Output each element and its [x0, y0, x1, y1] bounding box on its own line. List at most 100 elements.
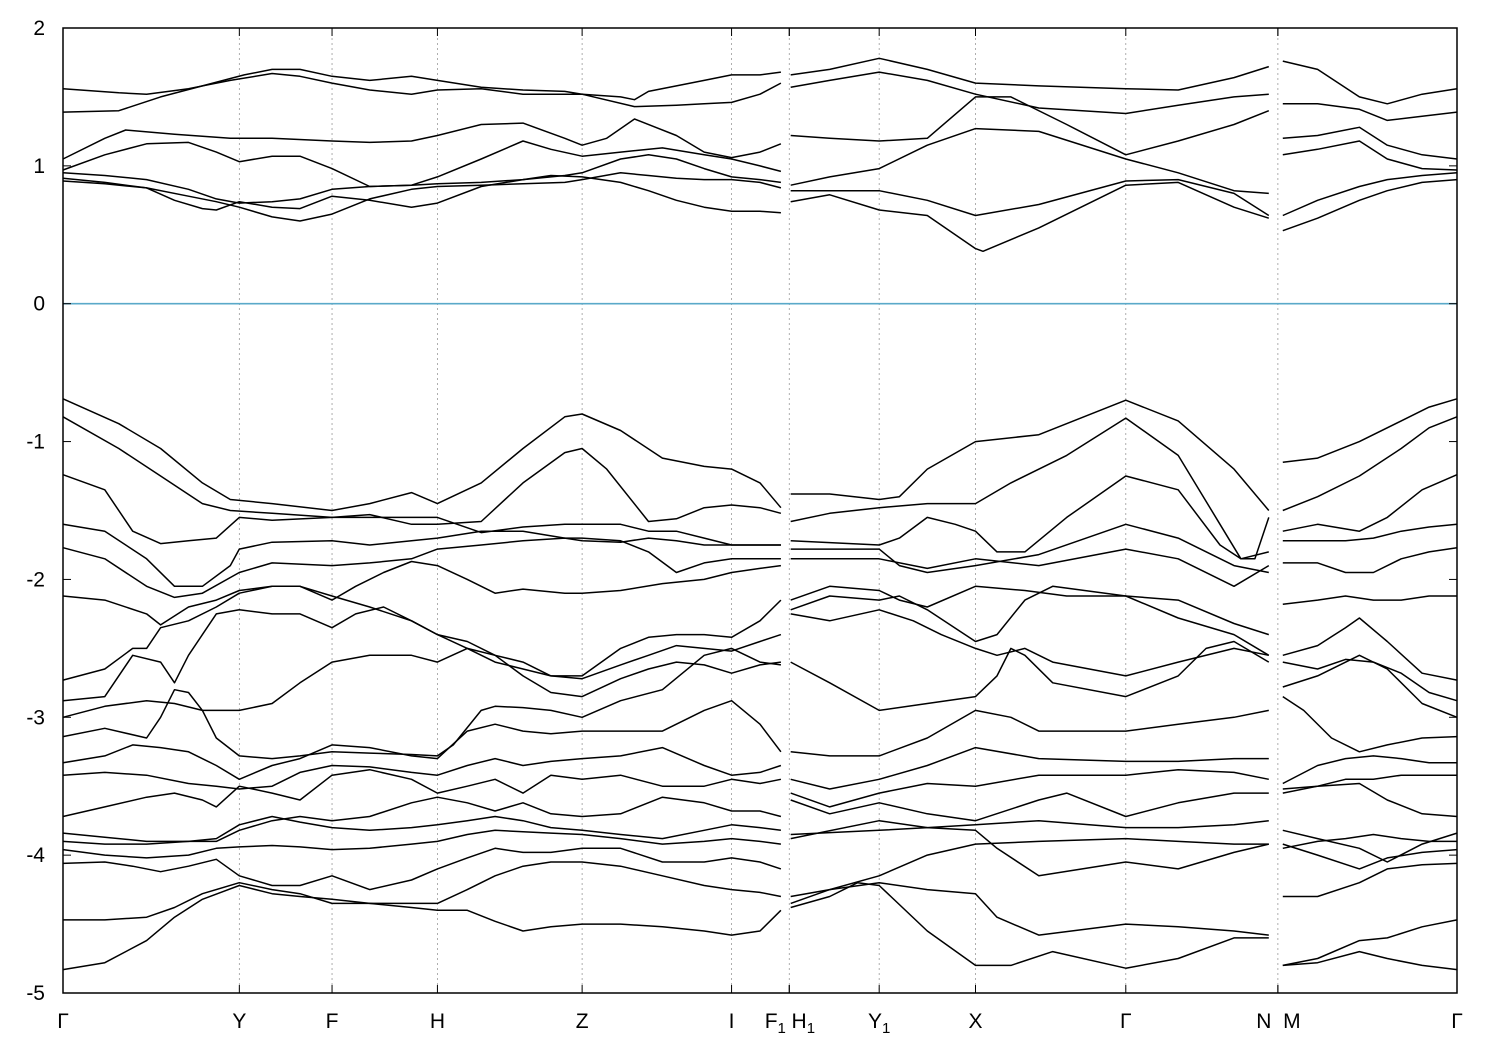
band-23 [62, 537, 781, 599]
band-66 [1282, 755, 1457, 785]
ytick-label--4: -4 [26, 844, 45, 867]
band-48 [790, 746, 1269, 790]
band-63 [1282, 658, 1458, 702]
band-52 [790, 819, 1269, 877]
xtick-label-4: Z [576, 1010, 589, 1033]
band-36 [63, 861, 782, 921]
band-46 [790, 640, 1270, 712]
band-0 [62, 71, 781, 101]
band-42 [790, 548, 1270, 588]
xtick-label-3: H [430, 1010, 445, 1033]
band-47 [790, 709, 1269, 757]
ytick-label-0: 0 [33, 293, 45, 316]
band-32 [62, 796, 782, 843]
band-70 [1282, 833, 1457, 850]
band-69 [1282, 829, 1458, 863]
xtick-label-5: I [729, 1010, 735, 1033]
band-73 [1282, 919, 1458, 967]
band-27 [62, 647, 781, 719]
xtick-label-1: Y [232, 1010, 246, 1033]
band-30 [62, 746, 782, 790]
kpoint-grid-lines [238, 28, 1279, 993]
band-21 [62, 473, 781, 546]
band-72 [1282, 862, 1458, 898]
band-44 [790, 585, 1270, 656]
band-5 [62, 174, 781, 214]
band-14 [1282, 103, 1458, 122]
xtick-label-6: F1 [765, 1010, 786, 1037]
xtick-label-13: Γ [1451, 1010, 1463, 1033]
band-12 [790, 181, 1270, 253]
band-74 [1282, 950, 1458, 971]
band-65 [1282, 695, 1458, 753]
band-2 [62, 118, 782, 160]
band-71 [1282, 843, 1458, 870]
band-60 [1282, 546, 1458, 574]
xtick-label-9: X [969, 1010, 983, 1033]
band-68 [1282, 782, 1458, 818]
ytick-label--1: -1 [26, 431, 45, 454]
band-28 [62, 647, 781, 760]
ytick-label--3: -3 [26, 706, 45, 729]
ytick-label--2: -2 [26, 568, 45, 591]
ytick-label-2: 2 [33, 17, 45, 40]
band-54 [790, 881, 1269, 936]
y-axis-ticks: 2 1 0 -1 -2 -3 -4 -5 [26, 17, 1457, 1005]
band-lines [62, 57, 1458, 971]
ytick-label-1: 1 [33, 155, 45, 178]
band-7 [790, 57, 1270, 91]
band-43 [790, 585, 1270, 636]
xtick-label-10: Γ [1120, 1010, 1132, 1033]
band-53 [790, 837, 1269, 898]
band-58 [1282, 474, 1458, 532]
band-45 [790, 609, 1269, 677]
band-40 [790, 475, 1269, 560]
band-18 [1282, 178, 1458, 232]
band-9 [790, 96, 1270, 156]
band-24 [62, 560, 781, 626]
band-55 [790, 881, 1269, 969]
band-13 [1282, 60, 1458, 105]
band-4 [62, 154, 781, 204]
band-37 [62, 884, 782, 971]
band-50 [790, 792, 1269, 822]
band-59 [1282, 523, 1458, 542]
band-57 [1282, 416, 1458, 512]
band-15 [1282, 126, 1458, 160]
band-35 [62, 847, 782, 891]
band-31 [62, 768, 782, 818]
band-34 [62, 829, 781, 859]
band-26 [62, 606, 782, 702]
xtick-label-0: Γ [57, 1010, 69, 1033]
band-38 [790, 399, 1270, 511]
band-62 [1282, 617, 1458, 681]
band-8 [790, 71, 1269, 115]
band-67 [1282, 774, 1457, 790]
band-61 [1282, 595, 1457, 605]
band-6 [62, 172, 782, 222]
xtick-label-8: Y1 [868, 1010, 890, 1037]
band-20 [62, 416, 782, 526]
band-17 [1282, 172, 1458, 217]
xtick-label-12: M [1283, 1010, 1301, 1033]
ytick-label--5: -5 [26, 982, 45, 1005]
xtick-label-11: N [1256, 1010, 1271, 1033]
band-49 [790, 768, 1269, 808]
x-axis-ticks: Γ Y F H Z I F1 H1 Y1 X Γ N M Γ [57, 28, 1463, 1037]
band-10 [790, 127, 1269, 195]
band-64 [1282, 654, 1458, 718]
band-56 [1282, 398, 1458, 464]
band-25 [62, 585, 782, 681]
xtick-label-2: F [326, 1010, 339, 1033]
xtick-label-7: H1 [792, 1010, 816, 1037]
plot-frame [62, 27, 1458, 994]
band-3 [62, 140, 782, 188]
band-51 [790, 819, 1269, 836]
band-16 [1282, 140, 1458, 171]
band-39 [790, 417, 1270, 560]
band-1 [62, 68, 782, 113]
band-33 [62, 815, 781, 845]
band-22 [62, 523, 781, 588]
band-11 [790, 178, 1270, 217]
